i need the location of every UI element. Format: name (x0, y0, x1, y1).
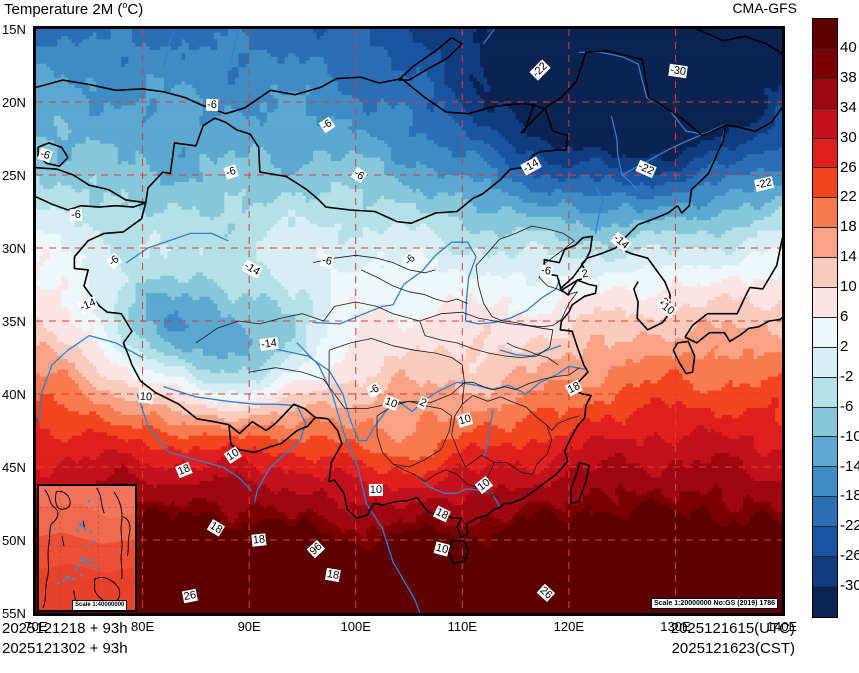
contour-label: 18 (250, 533, 267, 547)
lat-tick-40N: 40N (2, 387, 26, 402)
colorbar-tick-38: 38 (840, 68, 857, 86)
colorbar-band--26 (813, 557, 837, 587)
colorbar-tick-22: 22 (840, 188, 857, 206)
lat-tick-55N: 55N (2, 606, 26, 621)
colorbar-tick--2: -2 (840, 367, 854, 385)
lon-tick-90E: 90E (237, 619, 261, 634)
colorbar-band-30 (813, 138, 837, 169)
colorbar-band-18 (813, 228, 837, 259)
colorbar-band--2 (813, 377, 837, 408)
contour-label: 10 (138, 390, 154, 404)
lon-tick-140E: 140E (766, 619, 798, 634)
lat-tick-35N: 35N (2, 314, 26, 329)
colorbar-band--6 (813, 407, 837, 438)
lat-tick-30N: 30N (2, 241, 26, 256)
map-svg (36, 29, 782, 613)
colorbar-band-2 (813, 347, 837, 378)
colorbar-tick--10: -10 (840, 427, 859, 445)
colorbar-tick--22: -22 (840, 517, 859, 535)
lat-tick-20N: 20N (2, 95, 26, 110)
lon-tick-70E: 70E (24, 619, 48, 634)
contour-label: -6 (205, 98, 218, 112)
init-time-utc: 2025121218 + 93h (2, 620, 128, 637)
colorbar-tick-18: 18 (840, 218, 857, 236)
lon-tick-80E: 80E (130, 619, 155, 634)
valid-time-cst: 2025121623(CST) (671, 640, 795, 657)
colorbar-tick-14: 14 (840, 248, 857, 266)
colorbar-band-14 (813, 258, 837, 289)
colorbar-band--30 (813, 586, 837, 617)
temperature-heatmap (36, 29, 782, 613)
colorbar-band-22 (813, 198, 837, 229)
valid-time-utc: 2025121615(UTC) (670, 620, 795, 637)
page-title: Temperature 2M (oC) (4, 0, 143, 18)
colorbar-tick--6: -6 (840, 397, 854, 415)
lon-tick-100E: 100E (340, 619, 371, 634)
colorbar-tick-2: 2 (840, 337, 849, 355)
lat-tick-15N: 15N (2, 22, 26, 37)
lat-tick-25N: 25N (2, 168, 26, 183)
colorbar-tick--18: -18 (840, 487, 859, 505)
colorbar-tick--14: -14 (840, 457, 859, 475)
degree-symbol: o (122, 0, 128, 10)
colorbar-band-44 (813, 19, 837, 49)
colorbar-tick-26: 26 (840, 158, 857, 176)
contour-label: 2 (579, 267, 590, 282)
colorbar-tick-40: 40 (840, 38, 857, 56)
map-scale-label: Scale 1:20000000 No:GS (2019) 1786 (650, 598, 778, 609)
colorbar-band-10 (813, 288, 837, 318)
temperature-field (36, 29, 782, 613)
lon-tick-130E: 130E (660, 619, 691, 634)
colorbar-band--18 (813, 497, 837, 528)
init-time-cst: 2025121302 + 93h (2, 640, 128, 657)
model-label: CMA-GFS (732, 0, 797, 16)
colorbar-band-6 (813, 317, 837, 348)
lat-tick-45N: 45N (2, 460, 26, 475)
colorbar-tick-34: 34 (840, 98, 857, 116)
contour-label: 10 (368, 484, 383, 497)
page-title-text: Temperature 2M ( (4, 1, 123, 18)
contour-label: -6 (70, 208, 83, 221)
colorbar-tick--30: -30 (840, 577, 859, 595)
colorbar[interactable] (812, 18, 838, 618)
graticule (36, 29, 782, 613)
lon-tick-110E: 110E (447, 619, 477, 634)
colorbar-band-38 (813, 78, 837, 109)
inset-map-south-china-sea (37, 484, 137, 612)
contour-label: 18 (325, 567, 342, 583)
colorbar-band--22 (813, 527, 837, 558)
colorbar-band-40 (813, 48, 837, 79)
lon-tick-120E: 120E (553, 619, 585, 634)
contour-label: 26 (182, 588, 199, 603)
colorbar-band-34 (813, 108, 837, 139)
colorbar-tick-10: 10 (840, 278, 857, 296)
colorbar-band-26 (813, 168, 837, 199)
colorbar-band--10 (813, 437, 837, 468)
map-frame[interactable]: Scale 1:40000000 Scale 1:20000000 No:GS … (33, 26, 785, 616)
page-title-tail: C) (127, 1, 144, 18)
colorbar-tick-30: 30 (840, 128, 857, 146)
lat-tick-50N: 50N (2, 533, 26, 548)
inset-scale-label: Scale 1:40000000 (72, 600, 128, 611)
inset-map-graphic (39, 486, 135, 610)
colorbar-tick-6: 6 (840, 308, 849, 325)
colorbar-tick--26: -26 (840, 547, 859, 565)
contour-label: -6 (539, 264, 554, 279)
colorbar-band--14 (813, 467, 837, 498)
